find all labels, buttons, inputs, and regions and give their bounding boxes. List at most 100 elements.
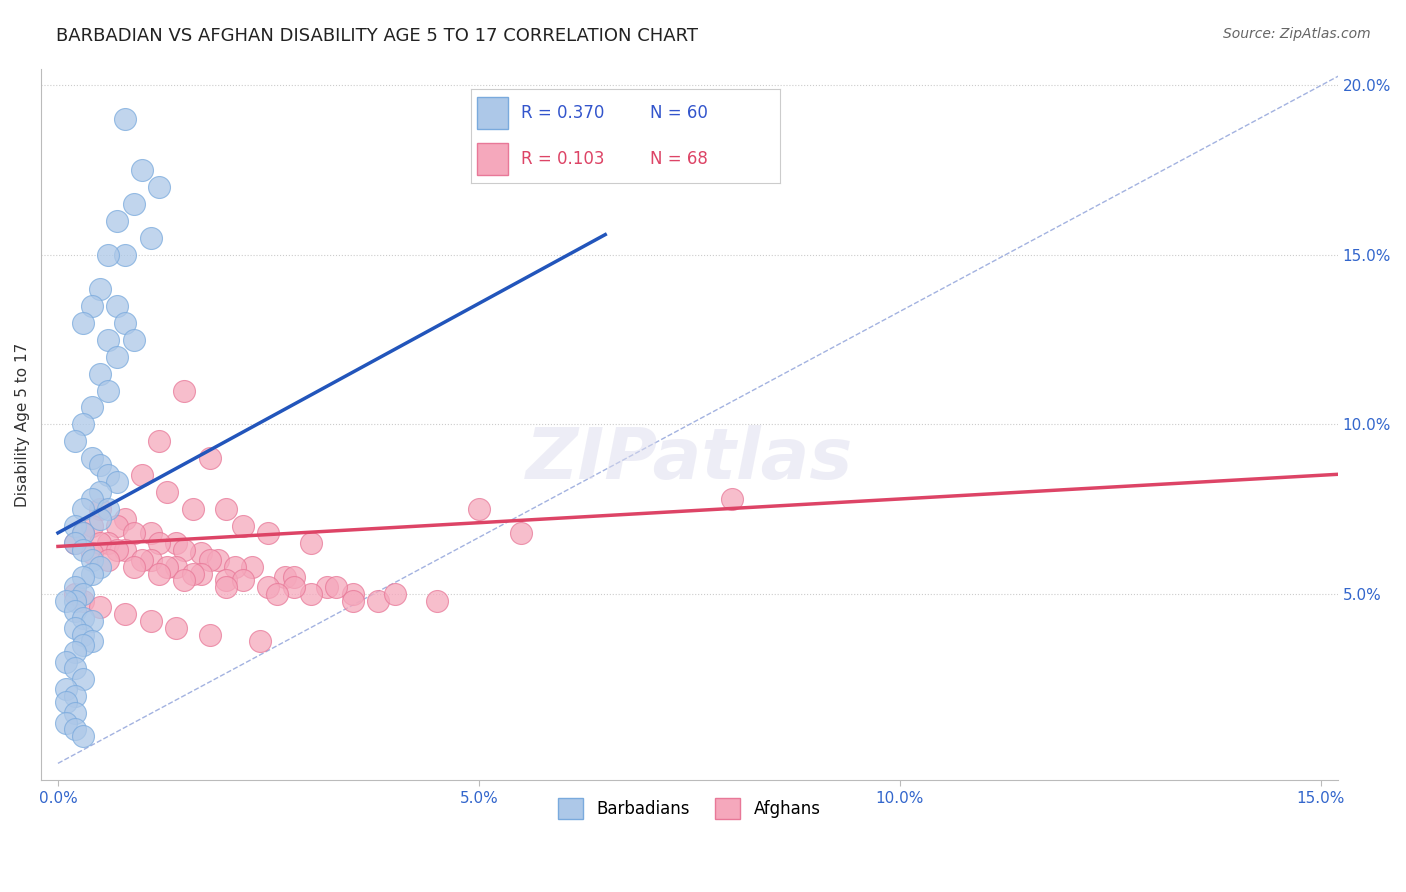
Point (72, 542, 94, 557)
FancyBboxPatch shape (477, 96, 508, 129)
Point (105, 350, 128, 364)
FancyBboxPatch shape (477, 143, 508, 176)
Point (72, 525, 94, 540)
Point (720, 491, 742, 506)
Point (215, 502, 238, 516)
Point (249, 634, 271, 648)
Point (215, 580, 238, 594)
Point (139, 614, 162, 628)
Text: Source: ZipAtlas.com: Source: ZipAtlas.com (1223, 27, 1371, 41)
Point (72, 593, 94, 607)
Point (80, 553, 103, 567)
Point (72, 316, 94, 330)
Point (122, 333, 145, 347)
Text: BARBADIAN VS AFGHAN DISABILITY AGE 5 TO 17 CORRELATION CHART: BARBADIAN VS AFGHAN DISABILITY AGE 5 TO … (56, 27, 699, 45)
Point (105, 542, 128, 557)
Point (80, 451, 103, 466)
Point (63, 644, 86, 658)
Point (257, 525, 280, 540)
Point (257, 580, 280, 594)
Point (105, 519, 128, 533)
Point (384, 587, 406, 601)
Point (55, 715, 77, 730)
Point (97, 248, 120, 262)
Point (114, 248, 136, 262)
Point (63, 434, 86, 449)
Point (72, 525, 94, 540)
Point (190, 566, 212, 581)
Point (468, 502, 491, 516)
Point (114, 607, 136, 622)
Point (114, 316, 136, 330)
Point (72, 729, 94, 743)
Point (190, 546, 212, 560)
Point (63, 519, 86, 533)
Point (215, 574, 238, 588)
Point (105, 299, 128, 313)
Point (342, 593, 364, 607)
Point (72, 627, 94, 641)
Point (63, 661, 86, 675)
Point (72, 587, 94, 601)
Point (80, 566, 103, 581)
Text: ZIPatlas: ZIPatlas (526, 425, 853, 494)
Point (426, 593, 449, 607)
Point (97, 536, 120, 550)
Point (342, 587, 364, 601)
Point (97, 468, 120, 483)
Legend: Barbadians, Afghans: Barbadians, Afghans (551, 792, 827, 825)
Point (105, 214, 128, 228)
Point (367, 593, 389, 607)
Point (80, 546, 103, 560)
Point (63, 587, 86, 601)
Point (316, 580, 339, 594)
Point (97, 502, 120, 516)
Point (198, 451, 221, 466)
Point (63, 621, 86, 635)
Point (156, 559, 179, 574)
Point (139, 525, 162, 540)
Point (156, 485, 179, 500)
Point (72, 502, 94, 516)
Point (139, 553, 162, 567)
Point (55, 695, 77, 709)
Point (165, 559, 187, 574)
Point (224, 559, 246, 574)
Point (72, 417, 94, 432)
Point (114, 542, 136, 557)
Point (72, 610, 94, 624)
Point (89, 559, 111, 574)
Point (105, 475, 128, 489)
Point (63, 536, 86, 550)
Point (181, 502, 204, 516)
Text: N = 60: N = 60 (651, 104, 709, 122)
Point (173, 542, 195, 557)
Point (80, 491, 103, 506)
Point (72, 672, 94, 686)
Text: R = 0.370: R = 0.370 (520, 104, 603, 122)
Point (89, 485, 111, 500)
Point (89, 502, 111, 516)
Point (325, 580, 347, 594)
Point (55, 681, 77, 696)
Point (89, 512, 111, 526)
Point (165, 536, 187, 550)
Point (63, 723, 86, 737)
Point (240, 559, 263, 574)
Point (80, 634, 103, 648)
Point (122, 559, 145, 574)
Point (80, 299, 103, 313)
Point (55, 655, 77, 669)
Point (299, 587, 322, 601)
Point (148, 180, 170, 194)
Point (63, 689, 86, 703)
Point (283, 580, 305, 594)
Point (165, 621, 187, 635)
Point (510, 525, 533, 540)
Point (148, 536, 170, 550)
Point (55, 593, 77, 607)
Point (198, 553, 221, 567)
Point (72, 570, 94, 584)
Point (80, 519, 103, 533)
Point (89, 600, 111, 615)
